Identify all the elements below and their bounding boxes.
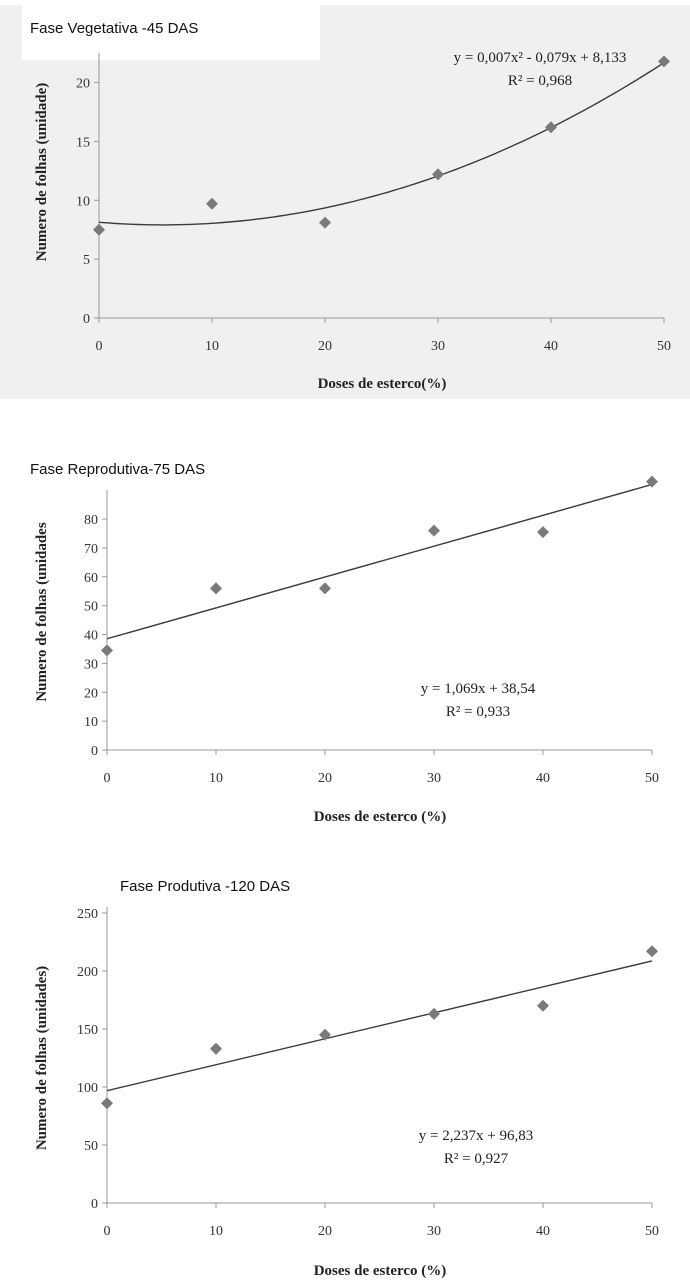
data-point xyxy=(319,582,331,595)
x-tick-label: 50 xyxy=(645,771,659,786)
chart-title: Fase Vegetativa -45 DAS xyxy=(30,20,198,37)
chart-reprodutiva: Fase Reprodutiva-75 DAS 0 10 20 30 40 50 60 70 80… xyxy=(0,440,690,840)
data-point xyxy=(646,475,658,488)
y-tick-label: 5 xyxy=(83,253,90,268)
x-tick-label: 10 xyxy=(209,771,223,786)
data-point xyxy=(428,1007,440,1020)
x-tick-label: 10 xyxy=(205,339,219,354)
chart-title: Fase Reprodutiva-75 DAS xyxy=(30,461,205,478)
trend-equation: y = 0,007x² - 0,079x + 8,133 xyxy=(454,50,627,66)
data-point xyxy=(210,1042,222,1055)
data-point xyxy=(537,526,549,539)
y-tick-label: 40 xyxy=(84,629,98,644)
data-point xyxy=(537,999,549,1012)
x-tick-label: 30 xyxy=(427,771,441,786)
trend-equation: y = 1,069x + 38,54 xyxy=(421,681,536,697)
data-point xyxy=(658,55,670,68)
trendline xyxy=(106,960,653,1092)
y-tick-label: 50 xyxy=(84,600,98,615)
y-tick-label: 150 xyxy=(77,1023,98,1038)
data-point xyxy=(206,197,218,210)
y-tick-label: 10 xyxy=(84,715,98,730)
x-tick-label: 30 xyxy=(431,339,445,354)
y-tick-label: 200 xyxy=(77,965,98,980)
plot-background xyxy=(0,5,690,399)
y-tick-label: 0 xyxy=(91,1197,98,1212)
x-tick-label: 0 xyxy=(96,339,103,354)
x-tick-label: 40 xyxy=(544,339,558,354)
r-squared: R² = 0,927 xyxy=(444,1151,509,1167)
x-tick-label: 30 xyxy=(427,1224,441,1239)
y-axis-label: Numero de folhas (unidades) xyxy=(34,966,50,1150)
y-tick-label: 15 xyxy=(76,135,90,150)
y-tick-label: 20 xyxy=(76,77,90,92)
y-tick-label: 60 xyxy=(84,571,98,586)
y-tick-label: 30 xyxy=(84,657,98,672)
x-tick-label: 10 xyxy=(209,1224,223,1239)
r-squared: R² = 0,933 xyxy=(446,704,510,720)
y-axis-label: Numero de folhas (unidades xyxy=(34,522,50,701)
data-point xyxy=(319,1028,331,1041)
x-tick-label: 20 xyxy=(318,1224,332,1239)
data-point xyxy=(432,168,444,181)
x-tick-label: 0 xyxy=(104,1224,111,1239)
trend-equation: y = 2,237x + 96,83 xyxy=(419,1128,533,1144)
x-axis-label: Doses de esterco(%) xyxy=(318,376,447,392)
data-point xyxy=(646,945,658,958)
x-tick-label: 20 xyxy=(318,771,332,786)
chart-vegetativa-svg: Fase Vegetativa -45 DAS 0 5 10 15 20 0 10 20 30 40… xyxy=(0,5,690,399)
x-tick-label: 40 xyxy=(536,771,550,786)
y-tick-label: 0 xyxy=(83,312,90,327)
y-tick-label: 70 xyxy=(84,542,98,557)
chart-vegetativa: Fase Vegetativa -45 DAS 0 5 10 15 20 0 10 20 30 40… xyxy=(0,0,690,400)
y-tick-label: 100 xyxy=(77,1081,98,1096)
y-tick-label: 80 xyxy=(84,513,98,528)
title-box xyxy=(22,5,320,60)
x-tick-label: 50 xyxy=(657,339,671,354)
trendline xyxy=(106,483,653,640)
y-tick-label: 250 xyxy=(77,907,98,922)
x-axis-label: Doses de esterco (%) xyxy=(314,1263,447,1279)
x-tick-label: 40 xyxy=(536,1224,550,1239)
chart-reprodutiva-svg: Fase Reprodutiva-75 DAS 0 10 20 30 40 50 60 70 80… xyxy=(30,461,659,825)
chart-produtiva-svg: Fase Produtiva -120 DAS 0 50 100 150 200 250 0 1… xyxy=(34,878,659,1279)
trendline xyxy=(98,62,665,226)
y-tick-label: 0 xyxy=(91,744,98,759)
r-squared: R² = 0,968 xyxy=(508,73,572,89)
data-point xyxy=(210,582,222,595)
x-tick-label: 50 xyxy=(645,1224,659,1239)
y-tick-label: 10 xyxy=(76,194,90,209)
x-tick-label: 20 xyxy=(318,339,332,354)
x-axis-label: Doses de esterco (%) xyxy=(314,809,447,825)
x-tick-label: 0 xyxy=(104,771,111,786)
y-tick-label: 50 xyxy=(84,1139,98,1154)
y-tick-label: 20 xyxy=(84,686,98,701)
data-point xyxy=(101,1097,113,1110)
data-point xyxy=(93,223,105,236)
chart-title: Fase Produtiva -120 DAS xyxy=(120,878,290,895)
chart-produtiva: Fase Produtiva -120 DAS 0 50 100 150 200 250 0 1… xyxy=(0,862,690,1288)
data-point xyxy=(545,121,557,134)
y-axis-label: Numero de folhas (unidade) xyxy=(34,83,50,262)
data-point xyxy=(428,524,440,537)
data-point xyxy=(101,644,113,657)
data-point xyxy=(319,216,331,229)
